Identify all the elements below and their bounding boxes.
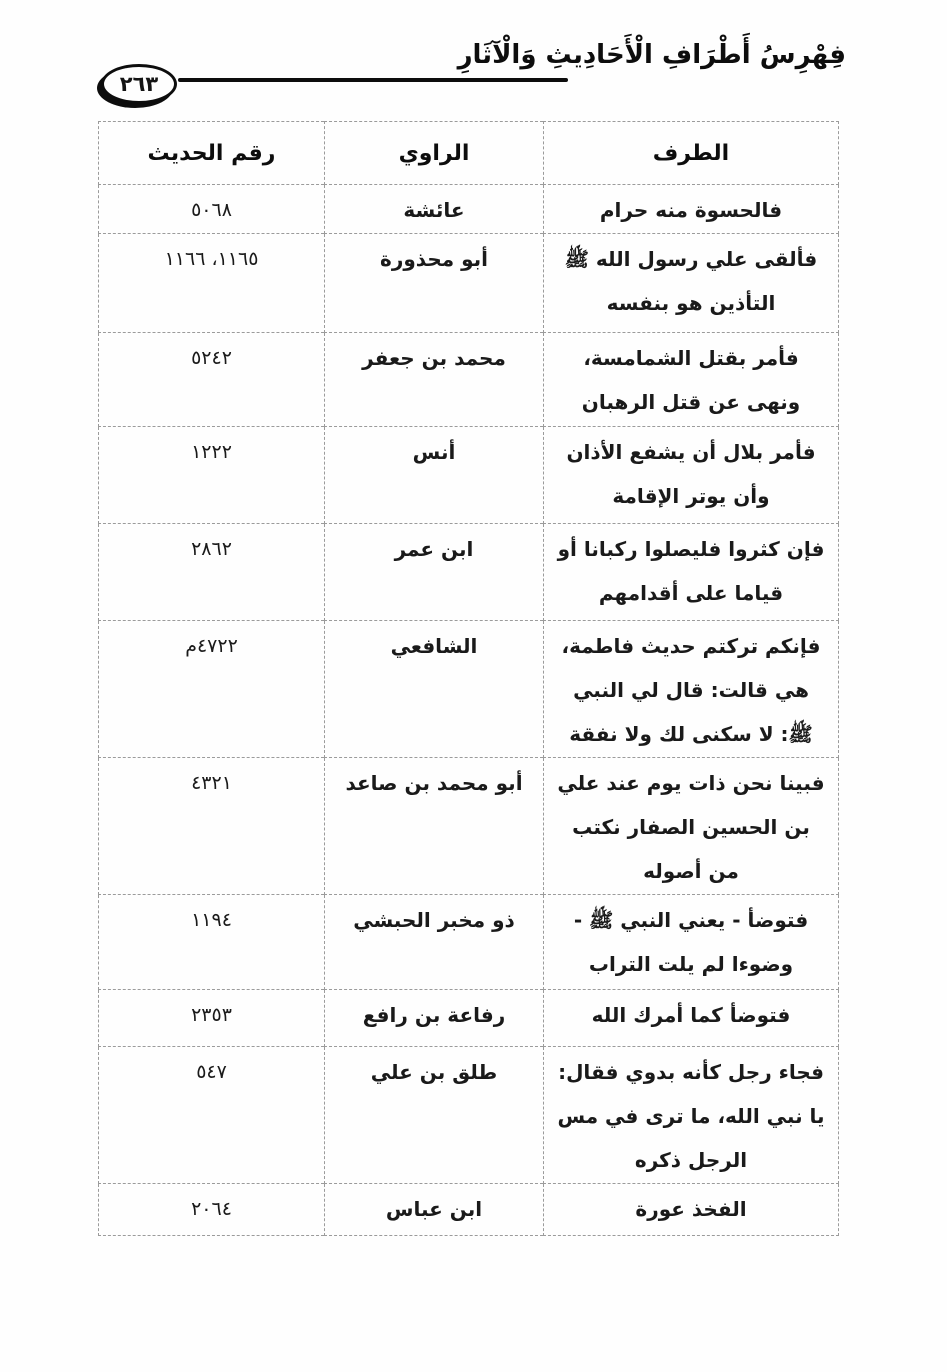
hadith-number-cell: ٥٠٦٨ [98, 184, 325, 234]
narrator-cell: ابن عمر [324, 523, 544, 621]
table-row: فإن كثروا فليصلوا ركبانا أو قياما على أق… [98, 523, 839, 621]
narrator-cell: ابن عباس [324, 1183, 544, 1236]
table-row: الفخذ عورة ابن عباس ٢٠٦٤ [98, 1183, 839, 1236]
hadith-number-cell: ٤٧٢٢م [98, 620, 325, 758]
table-row: فبينا نحن ذات يوم عند علي بن الحسين الصف… [98, 757, 839, 895]
hadith-text-cell: فإن كثروا فليصلوا ركبانا أو قياما على أق… [543, 523, 839, 621]
hadith-text-cell: فبينا نحن ذات يوم عند علي بن الحسين الصف… [543, 757, 839, 895]
hadith-number-cell: ٥٤٧ [98, 1046, 325, 1184]
table-row: فالحسوة منه حرام عائشة ٥٠٦٨ [98, 184, 839, 234]
hadith-text-cell: فإنكم تركتم حديث فاطمة، هي قالت: قال لي … [543, 620, 839, 758]
hadith-text-cell: فالحسوة منه حرام [543, 184, 839, 234]
header-rule [178, 78, 568, 82]
header-rawi: الراوي [324, 121, 544, 185]
table-row: فتوضأ - يعني النبي ﷺ - وضوءا لم يلت التر… [98, 894, 839, 990]
hadith-text-cell: الفخذ عورة [543, 1183, 839, 1236]
hadith-index-table: الطرف الراوي رقم الحديث فالحسوة منه حرام… [98, 121, 839, 1236]
narrator-cell: محمد بن جعفر [324, 332, 544, 427]
narrator-cell: الشافعي [324, 620, 544, 758]
table-row: فإنكم تركتم حديث فاطمة، هي قالت: قال لي … [98, 620, 839, 758]
table-row: فجاء رجل كأنه بدوي فقال: يا نبي الله، ما… [98, 1046, 839, 1184]
page-title: فِهْرِسُ أَطْرَافِ الْأَحَادِيثِ وَالْآث… [457, 40, 846, 70]
hadith-number-cell: ٢٠٦٤ [98, 1183, 325, 1236]
header-number: رقم الحديث [98, 121, 325, 185]
narrator-cell: أبو محمد بن صاعد [324, 757, 544, 895]
narrator-cell: رفاعة بن رافع [324, 989, 544, 1047]
hadith-text-cell: فتوضأ - يعني النبي ﷺ - وضوءا لم يلت التر… [543, 894, 839, 990]
hadith-text-cell: فأمر بلال أن يشفع الأذان وأن يوتر الإقام… [543, 426, 839, 524]
page-number: ٢٦٣ [119, 72, 159, 96]
hadith-text-cell: فألقى علي رسول الله ﷺ التأذين هو بنفسه [543, 233, 839, 333]
hadith-number-cell: ١١٦٥، ١١٦٦ [98, 233, 325, 333]
hadith-text-cell: فأمر بقتل الشمامسة، ونهى عن قتل الرهبان [543, 332, 839, 427]
hadith-number-cell: ٢٣٥٣ [98, 989, 325, 1047]
narrator-cell: أبو محذورة [324, 233, 544, 333]
narrator-cell: طلق بن علي [324, 1046, 544, 1184]
table-header-row: الطرف الراوي رقم الحديث [98, 121, 839, 185]
hadith-text-cell: فجاء رجل كأنه بدوي فقال: يا نبي الله، ما… [543, 1046, 839, 1184]
narrator-cell: عائشة [324, 184, 544, 234]
page-number-badge: ٢٦٣ [101, 64, 177, 104]
hadith-number-cell: ١٢٢٢ [98, 426, 325, 524]
narrator-cell: أنس [324, 426, 544, 524]
table-row: فألقى علي رسول الله ﷺ التأذين هو بنفسه أ… [98, 233, 839, 333]
hadith-text-cell: فتوضأ كما أمرك الله [543, 989, 839, 1047]
hadith-number-cell: ١١٩٤ [98, 894, 325, 990]
table-row: فأمر بقتل الشمامسة، ونهى عن قتل الرهبان … [98, 332, 839, 427]
hadith-number-cell: ٥٢٤٢ [98, 332, 325, 427]
table-row: فتوضأ كما أمرك الله رفاعة بن رافع ٢٣٥٣ [98, 989, 839, 1047]
header-taraf: الطرف [543, 121, 839, 185]
hadith-number-cell: ٤٣٢١ [98, 757, 325, 895]
table-row: فأمر بلال أن يشفع الأذان وأن يوتر الإقام… [98, 426, 839, 524]
hadith-number-cell: ٢٨٦٢ [98, 523, 325, 621]
narrator-cell: ذو مخبر الحبشي [324, 894, 544, 990]
